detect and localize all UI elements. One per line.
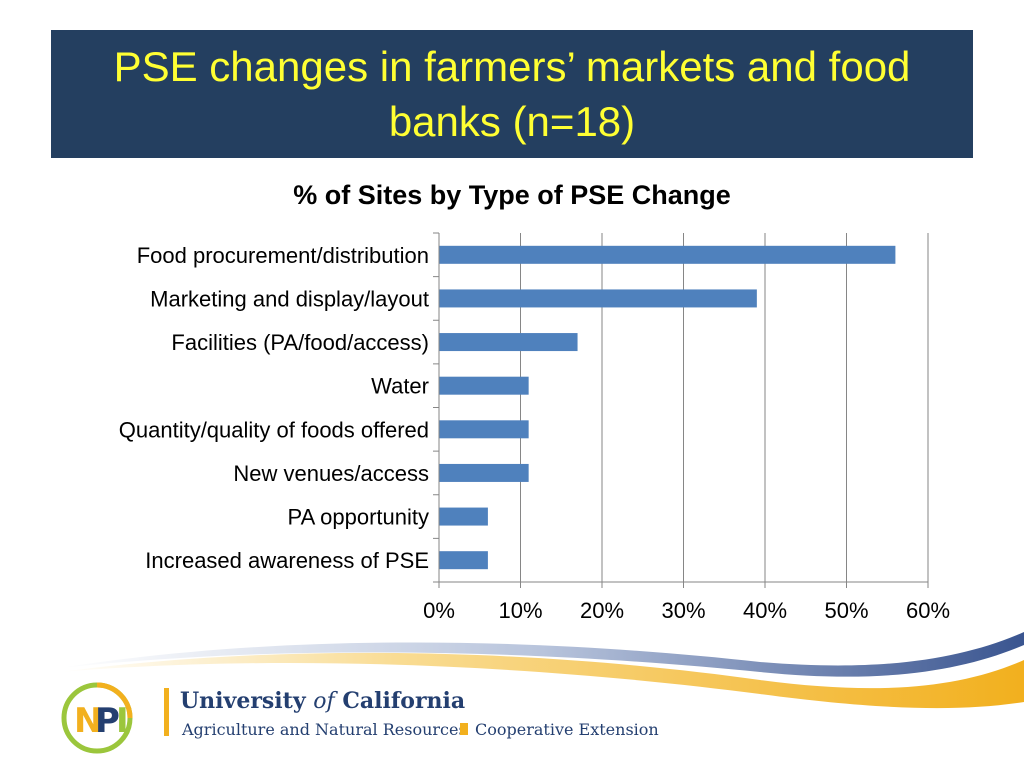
bar (439, 376, 529, 395)
decorative-swoosh-gold (60, 652, 1024, 709)
uc-name-california: California (342, 688, 465, 714)
bar (439, 507, 488, 526)
decorative-swoosh-blue (60, 632, 1024, 677)
chart-title: % of Sites by Type of PSE Change (293, 180, 731, 210)
x-tick-label: 20% (580, 598, 624, 623)
x-tick-label: 10% (498, 598, 542, 623)
labels: 0% 10% 20% 30% 40% 50% 60% Food procurement/dis… (119, 243, 950, 623)
bar (439, 245, 896, 264)
uc-name: University of California (180, 688, 465, 714)
uc-division: Agriculture and Natural Resources (181, 720, 467, 739)
x-tick-label: 40% (743, 598, 787, 623)
category-label: PA opportunity (288, 505, 429, 530)
bar-chart: 0% 10% 20% 30% 40% 50% 60% Food procurement/dis… (119, 232, 950, 623)
category-label: New venues/access (233, 461, 429, 486)
category-label: Increased awareness of PSE (145, 548, 429, 573)
bar (439, 420, 529, 439)
x-tick-label: 0% (423, 598, 455, 623)
slide-title-bar: PSE changes in farmers’ markets and food… (51, 30, 973, 158)
uc-name-university: University (180, 688, 307, 714)
bar (439, 289, 757, 308)
ce-gold-square (460, 723, 468, 735)
npi-logo-letter-n: N (74, 701, 102, 741)
category-label: Food procurement/distribution (137, 243, 429, 268)
uc-name-of: of (313, 689, 338, 714)
axes (433, 232, 929, 588)
category-label: Marketing and display/layout (150, 286, 429, 311)
category-label: Water (371, 374, 429, 399)
uc-gold-bar (164, 688, 169, 736)
npi-logo-letter-i: I (116, 701, 129, 741)
npi-logo: N P I (61, 682, 133, 754)
x-tick-label: 60% (906, 598, 950, 623)
npi-logo-arc (96, 682, 133, 719)
bars (439, 245, 896, 570)
slide-title: PSE changes in farmers’ markets and food… (113, 43, 911, 145)
bar (439, 551, 488, 570)
x-tick-label: 30% (661, 598, 705, 623)
bar (439, 333, 578, 352)
category-label: Facilities (PA/food/access) (171, 330, 429, 355)
bar (439, 463, 529, 482)
x-tick-label: 50% (824, 598, 868, 623)
uc-extension: Cooperative Extension (475, 720, 659, 739)
npi-logo-letter-p: P (95, 701, 120, 741)
category-label: Quantity/quality of foods offered (119, 417, 429, 442)
